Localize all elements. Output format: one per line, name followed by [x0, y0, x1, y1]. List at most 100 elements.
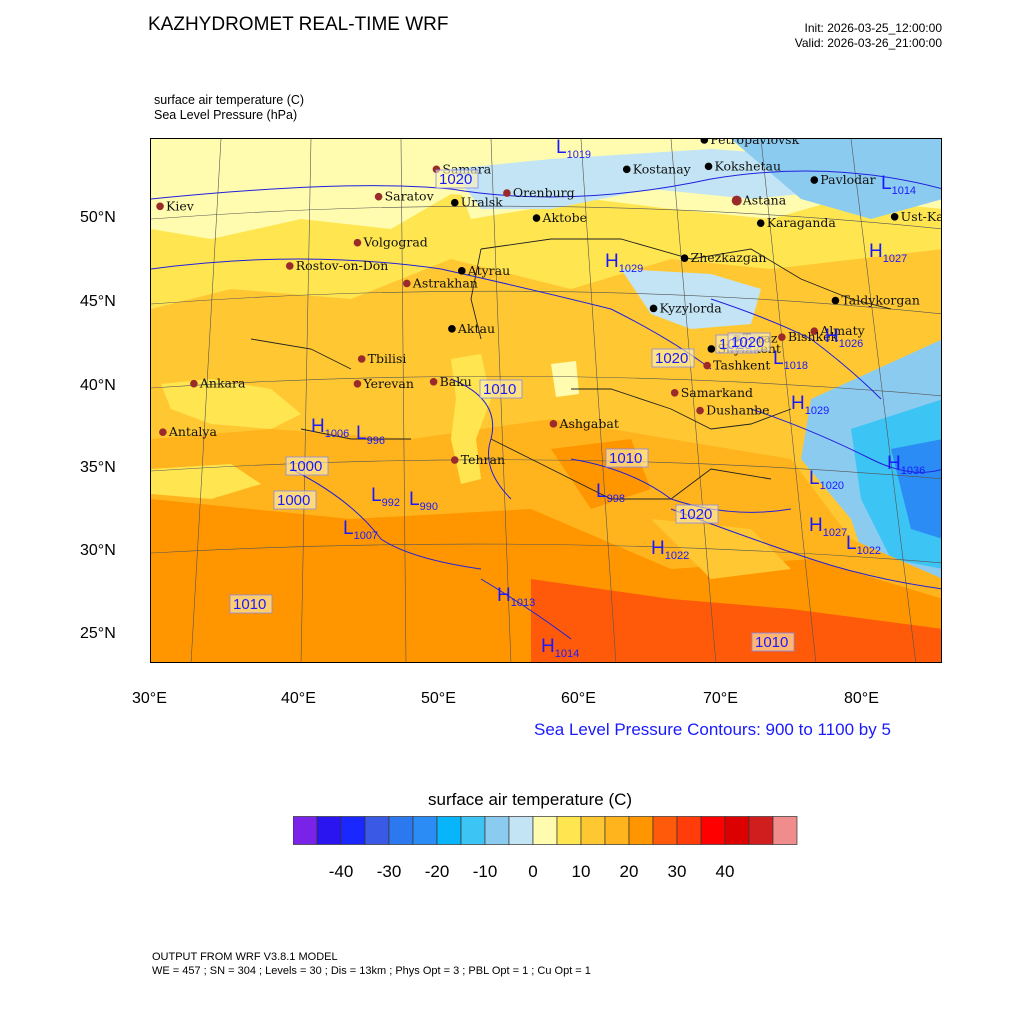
city-label: Almaty — [819, 323, 865, 338]
city-marker: Volgograd — [353, 235, 428, 250]
city-dot — [429, 377, 438, 386]
city-label: Bishkek — [788, 329, 839, 344]
city-dot — [159, 428, 167, 436]
colorbar-tick: 20 — [619, 862, 639, 881]
city-label: Astrakhan — [412, 275, 478, 290]
city-label: Saratov — [385, 189, 435, 204]
city-marker: Bishkek — [778, 329, 838, 344]
colorbar-tick: -30 — [376, 862, 402, 881]
city-dot — [831, 296, 840, 305]
isobar-label: 1010 — [605, 448, 649, 468]
colorbar-swatch — [676, 816, 702, 845]
high-pressure-label: H1026 — [825, 326, 863, 350]
city-marker: Almaty — [810, 323, 866, 338]
city-marker: Baku — [429, 374, 472, 389]
city-marker: Atyrau — [457, 263, 510, 278]
temperature-colorbar — [293, 816, 798, 845]
city-dot — [353, 380, 362, 388]
city-dot — [450, 198, 459, 207]
slp-contour-note: Sea Level Pressure Contours: 900 to 1100… — [534, 720, 891, 739]
city-dot — [649, 304, 658, 313]
city-marker: Tbilisi — [357, 351, 407, 366]
isobars — [151, 170, 941, 640]
lat-label: 35°N — [80, 459, 116, 476]
city-marker: Tashkent — [703, 358, 770, 373]
city-label: Karaganda — [767, 215, 837, 230]
weather-map: Petropavlovsk Kostanay Kokshetau Pavlodar Us… — [150, 138, 942, 663]
lon-label: 80°E — [844, 690, 879, 707]
svg-text:1020: 1020 — [439, 171, 472, 188]
city-label: Tbilisi — [368, 351, 407, 366]
city-marker: Samarkand — [670, 385, 753, 400]
city-label: Baku — [440, 374, 472, 389]
svg-text:1000: 1000 — [289, 458, 322, 475]
city-dot — [680, 254, 689, 262]
city-marker: Ust-Kamenogorsk — [890, 209, 941, 224]
graticule — [151, 139, 941, 662]
lon-label: 70°E — [703, 690, 738, 707]
colorbar-swatch — [364, 816, 390, 845]
high-pressure-label: H1022 — [651, 538, 689, 562]
city-label: Pavlodar — [820, 172, 875, 187]
lat-label: 45°N — [80, 293, 116, 310]
lat-label: 25°N — [80, 625, 116, 642]
city-marker: Saratov — [374, 189, 435, 204]
city-dot — [403, 279, 411, 288]
city-marker: Astrakhan — [403, 275, 478, 290]
high-pressure-label: H1027 — [809, 515, 847, 539]
valid-time: Valid: 2026-03-26_21:00:00 — [794, 36, 942, 50]
city-dot — [448, 325, 456, 333]
city-marker: Ankara — [190, 376, 246, 391]
isobar-label: 1010 — [751, 632, 795, 652]
city-label: Rostov-on-Don — [296, 258, 389, 273]
city-marker: Kiev — [156, 198, 195, 213]
city-dot — [357, 355, 366, 363]
city-dot — [700, 139, 709, 144]
city-marker: Kostanay — [622, 161, 692, 176]
low-pressure-label: L1014 — [881, 173, 916, 197]
city-label: Samarkand — [681, 385, 753, 400]
city-dot — [810, 176, 819, 184]
colorbar-swatch — [508, 816, 534, 845]
city-marker: Ashgabat — [549, 416, 619, 431]
colorbar-tick: 40 — [715, 862, 735, 881]
model-parameters: WE = 457 ; SN = 304 ; Levels = 30 ; Dis … — [152, 965, 591, 977]
high-pressure-label: H1027 — [869, 241, 907, 265]
isobar-labels: 1020 1010 1000 1000 1010 1020 1020 1020 1010 1010… — [229, 169, 795, 652]
city-marker: Tehran — [450, 452, 505, 467]
city-marker: Zhezkazgan — [680, 250, 767, 265]
colorbar-tick: -10 — [472, 862, 498, 881]
city-marker: Uralsk — [450, 195, 503, 210]
city-dot — [285, 262, 294, 270]
isobar-label: 1020 — [435, 169, 479, 189]
city-marker: Pavlodar — [810, 172, 876, 187]
city-marker: Kyzylorda — [649, 300, 722, 315]
lat-label: 40°N — [80, 377, 116, 394]
city-label: Ashgabat — [558, 416, 618, 431]
isobar-label: 1020 — [651, 348, 695, 368]
city-label: Aktobe — [542, 210, 588, 225]
colorbar-tick: 30 — [667, 862, 687, 881]
svg-text:1010: 1010 — [609, 450, 642, 467]
colorbar-swatch — [388, 816, 414, 845]
city-dot — [890, 212, 899, 221]
temp-band-cold-ne — [731, 139, 941, 219]
temp-tibet-coldest — [891, 439, 941, 539]
city-label: Orenburg — [513, 185, 575, 200]
map-canvas: Petropavlovsk Kostanay Kokshetau Pavlodar Us… — [151, 139, 941, 662]
city-dot — [731, 195, 742, 206]
colorbar-swatch — [293, 816, 318, 845]
svg-text:1020: 1020 — [655, 350, 688, 367]
low-pressure-label: L1019 — [556, 139, 591, 161]
city-marker: Taldykorgan — [831, 293, 920, 308]
low-pressure-label: L1020 — [809, 468, 844, 492]
colorbar-swatch — [412, 816, 438, 845]
low-pressure-label: L990 — [409, 489, 438, 513]
city-label: Zhezkazgan — [691, 250, 767, 265]
city-marker: Astana — [731, 193, 787, 208]
colorbar-tick: -40 — [328, 862, 354, 881]
city-label: Kiev — [166, 198, 195, 213]
high-pressure-label: H1013 — [497, 585, 535, 609]
colorbar-swatch — [604, 816, 630, 845]
colorbar-swatch — [460, 816, 486, 845]
